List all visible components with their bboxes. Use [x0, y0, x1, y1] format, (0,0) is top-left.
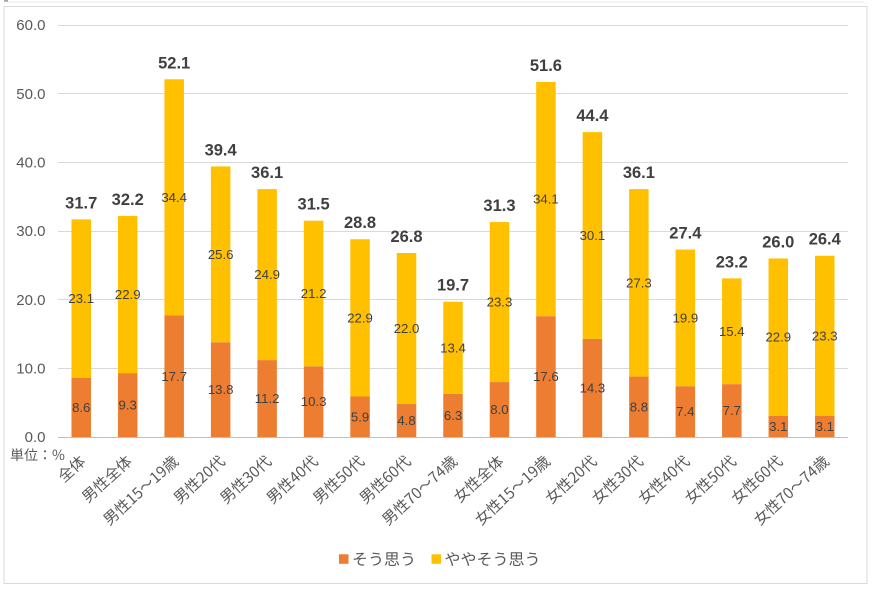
svg-text:31.5: 31.5 [298, 196, 330, 214]
svg-text:30.0: 30.0 [16, 223, 45, 240]
svg-text:10.0: 10.0 [16, 361, 45, 378]
svg-text:6.3: 6.3 [444, 408, 462, 423]
svg-text:31.3: 31.3 [483, 197, 515, 215]
svg-text:3.1: 3.1 [816, 419, 834, 434]
svg-text:30.1: 30.1 [580, 228, 606, 243]
svg-text:39.4: 39.4 [205, 141, 238, 159]
svg-text:32.2: 32.2 [112, 191, 144, 209]
svg-text:23.2: 23.2 [716, 253, 748, 271]
svg-text:22.0: 22.0 [394, 321, 420, 336]
svg-text:34.4: 34.4 [161, 190, 187, 205]
svg-text:31.7: 31.7 [65, 194, 97, 212]
svg-text:34.1: 34.1 [533, 192, 559, 207]
svg-text:8.6: 8.6 [72, 400, 90, 415]
svg-text:50.0: 50.0 [16, 86, 45, 103]
svg-text:52.1: 52.1 [158, 54, 190, 72]
svg-text:51.6: 51.6 [530, 57, 562, 75]
svg-text:26.0: 26.0 [762, 233, 794, 251]
svg-text:26.4: 26.4 [809, 231, 842, 249]
svg-text:15.4: 15.4 [719, 324, 745, 339]
svg-text:44.4: 44.4 [576, 107, 609, 125]
svg-text:8.0: 8.0 [490, 402, 508, 417]
svg-text:4.8: 4.8 [397, 413, 415, 428]
svg-text:9.3: 9.3 [119, 398, 137, 413]
svg-text:60.0: 60.0 [16, 17, 45, 34]
svg-text:7.4: 7.4 [676, 404, 694, 419]
svg-text:22.9: 22.9 [115, 287, 141, 302]
svg-text:11.2: 11.2 [255, 391, 280, 406]
svg-text:14.3: 14.3 [580, 381, 606, 396]
svg-text:23.3: 23.3 [812, 328, 838, 343]
svg-text:36.1: 36.1 [251, 164, 283, 182]
svg-text:0.0: 0.0 [25, 429, 46, 446]
svg-text:13.8: 13.8 [208, 382, 234, 397]
svg-text:21.2: 21.2 [301, 286, 327, 301]
svg-text:19.7: 19.7 [437, 277, 469, 295]
svg-text:5.9: 5.9 [351, 409, 369, 424]
svg-text:17.7: 17.7 [161, 369, 187, 384]
svg-text:23.3: 23.3 [487, 295, 513, 310]
svg-text:20.0: 20.0 [16, 292, 45, 309]
svg-text:3.1: 3.1 [769, 419, 787, 434]
svg-text:36.1: 36.1 [623, 164, 655, 182]
svg-text:7.7: 7.7 [723, 403, 741, 418]
svg-text:10.3: 10.3 [301, 394, 327, 409]
svg-text:27.3: 27.3 [626, 275, 652, 290]
svg-text:28.8: 28.8 [344, 214, 376, 232]
svg-text:24.9: 24.9 [254, 267, 280, 282]
svg-text:25.6: 25.6 [208, 247, 234, 262]
svg-text:40.0: 40.0 [16, 155, 45, 172]
svg-text:13.4: 13.4 [440, 340, 466, 355]
svg-text:19.9: 19.9 [673, 310, 699, 325]
svg-text:8.8: 8.8 [630, 399, 648, 414]
svg-text:26.8: 26.8 [390, 228, 422, 246]
svg-text:23.1: 23.1 [68, 291, 94, 306]
svg-text:22.9: 22.9 [347, 310, 373, 325]
svg-text:27.4: 27.4 [669, 225, 702, 243]
svg-text:22.9: 22.9 [765, 330, 791, 345]
svg-text:17.6: 17.6 [533, 369, 559, 384]
